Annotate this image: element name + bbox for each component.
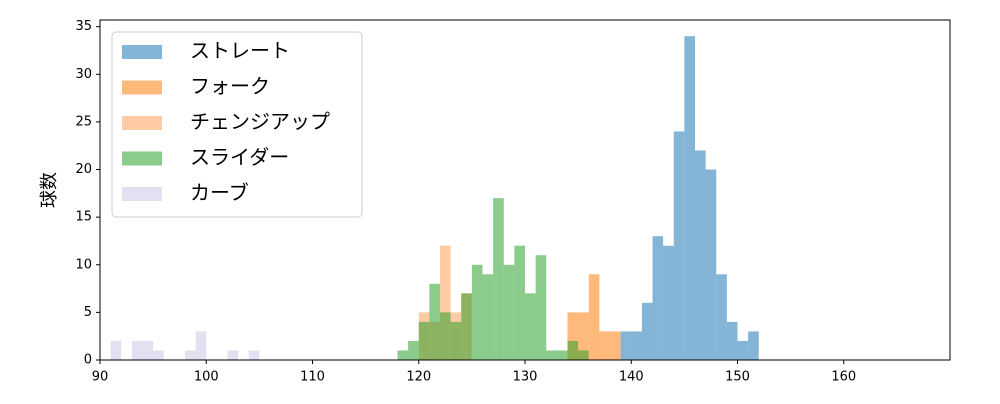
bar xyxy=(684,36,695,360)
bar xyxy=(705,169,717,360)
y-tick-label: 35 xyxy=(75,19,92,34)
y-tick-label: 20 xyxy=(75,162,92,177)
legend-label: ストレート xyxy=(190,39,290,63)
bar xyxy=(599,331,610,360)
legend-label: スライダー xyxy=(190,145,289,169)
bar xyxy=(471,264,483,360)
bar xyxy=(663,245,674,360)
bar xyxy=(514,245,525,360)
bar xyxy=(652,236,664,360)
bar xyxy=(482,274,494,360)
bar xyxy=(248,350,260,360)
bar xyxy=(546,350,557,360)
bar xyxy=(195,331,207,360)
y-tick-label: 0 xyxy=(84,353,92,368)
bar xyxy=(695,150,706,360)
bar xyxy=(503,264,515,360)
bar xyxy=(578,312,589,360)
bar xyxy=(673,131,685,360)
bar xyxy=(620,331,632,360)
y-tick-label: 10 xyxy=(75,257,92,272)
x-tick-label: 110 xyxy=(300,370,325,385)
y-axis-label: 球数 xyxy=(39,172,60,208)
bar xyxy=(110,340,122,360)
legend-swatch xyxy=(122,187,162,201)
x-tick-label: 100 xyxy=(194,370,219,385)
x-tick-label: 140 xyxy=(619,370,644,385)
x-tick-label: 90 xyxy=(92,370,109,385)
bar xyxy=(185,350,196,360)
y-tick-label: 15 xyxy=(75,210,92,225)
bar xyxy=(142,340,154,360)
bar xyxy=(440,312,451,360)
bar xyxy=(578,350,589,360)
bar xyxy=(408,340,419,360)
x-tick-label: 130 xyxy=(513,370,538,385)
bar xyxy=(429,283,440,360)
bar xyxy=(227,350,239,360)
legend-swatch xyxy=(122,80,162,95)
bar xyxy=(588,274,600,360)
bar xyxy=(525,293,536,360)
y-tick-label: 30 xyxy=(75,67,92,82)
legend-label: チェンジアップ xyxy=(190,110,330,134)
x-tick-label: 150 xyxy=(725,370,750,385)
bar xyxy=(440,245,451,360)
bar xyxy=(493,198,504,360)
bar xyxy=(748,331,759,360)
y-tick-label: 5 xyxy=(84,305,92,320)
bar xyxy=(397,350,409,360)
bar xyxy=(131,340,143,360)
bar xyxy=(567,312,579,360)
x-tick-label: 160 xyxy=(831,370,856,385)
bar xyxy=(641,302,653,360)
bar xyxy=(610,331,621,360)
bar xyxy=(450,321,462,360)
bar xyxy=(153,350,164,360)
legend-swatch xyxy=(122,45,162,59)
y-tick-label: 25 xyxy=(75,114,92,129)
bar xyxy=(737,340,749,360)
legend-label: フォーク xyxy=(190,74,270,98)
bar xyxy=(461,293,472,360)
bar xyxy=(716,274,727,360)
bar xyxy=(631,331,642,360)
bar xyxy=(567,340,579,360)
bar xyxy=(535,255,547,360)
bar xyxy=(418,321,430,360)
bar xyxy=(556,350,568,360)
bar xyxy=(726,321,738,360)
legend-box xyxy=(111,31,363,218)
x-tick-label: 120 xyxy=(406,370,431,385)
legend-swatch xyxy=(122,151,162,166)
legend-label: カーブ xyxy=(190,181,249,205)
legend-swatch xyxy=(122,116,162,130)
